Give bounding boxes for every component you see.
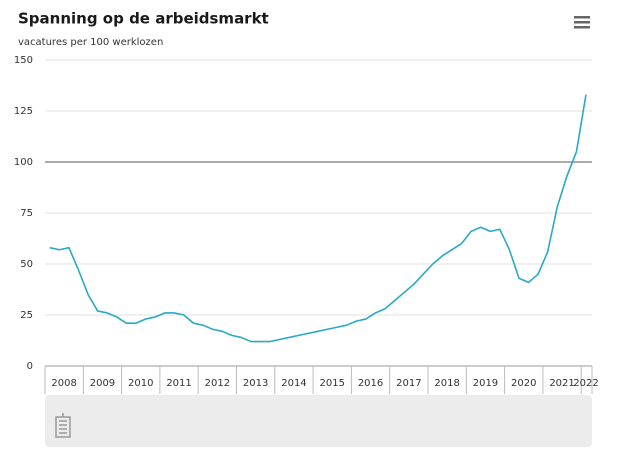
menu-bar	[574, 21, 590, 24]
logo	[55, 413, 71, 438]
x-tick-label: 2011	[166, 378, 191, 389]
x-tick-label: 2016	[358, 378, 383, 389]
menu-button[interactable]	[574, 16, 590, 29]
y-tick-label: 50	[20, 259, 33, 270]
x-tick-label: 2008	[51, 378, 76, 389]
x-tick-label: 2010	[128, 378, 153, 389]
menu-bar	[574, 16, 590, 19]
y-tick-label: 25	[20, 310, 33, 321]
data-line	[49, 94, 587, 343]
y-tick-label: 75	[20, 208, 33, 219]
x-tick-label: 2015	[320, 378, 345, 389]
menu-bar	[574, 26, 590, 29]
x-tick-label: 2014	[281, 378, 306, 389]
logo-lines	[59, 413, 67, 434]
x-tick-label: 2013	[243, 378, 268, 389]
x-tick-label: 2021	[549, 378, 574, 389]
chart-subtitle: vacatures per 100 werklozen	[18, 37, 163, 48]
x-tick-label: 2022	[573, 378, 598, 389]
y-tick-label: 0	[27, 361, 33, 372]
x-tick-label: 2012	[205, 378, 230, 389]
y-tick-label: 150	[14, 55, 33, 66]
x-tick-label: 2018	[434, 378, 459, 389]
y-tick-label: 100	[14, 157, 33, 168]
x-tick-label: 2017	[396, 378, 421, 389]
x-tick-label: 2020	[511, 378, 536, 389]
y-tick-label: 125	[14, 106, 33, 117]
chart-title: Spanning op de arbeidsmarkt	[18, 10, 269, 28]
navigator	[45, 395, 592, 447]
x-tick-label: 2019	[473, 378, 498, 389]
x-tick-label: 2009	[90, 378, 115, 389]
